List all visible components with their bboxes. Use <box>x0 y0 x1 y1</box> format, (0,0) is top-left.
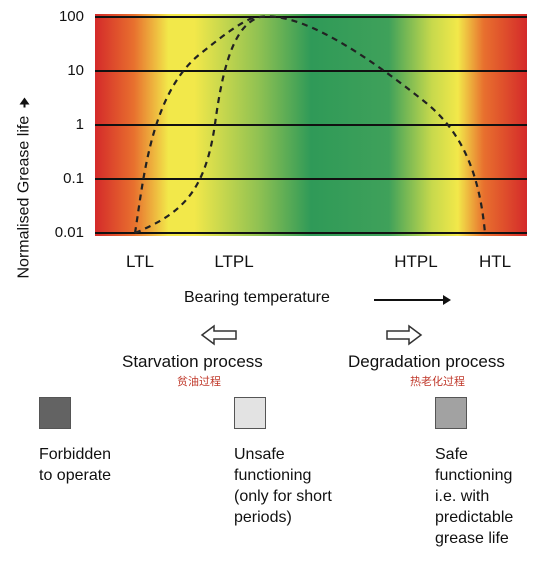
legend-line: grease life <box>435 530 509 547</box>
legend-text-forbidden: Forbidden to operate <box>39 444 111 486</box>
starvation-curve-early <box>133 15 256 234</box>
starvation-process-label: Starvation process <box>122 352 263 371</box>
legend-line: (only for short <box>234 488 332 505</box>
x-label-htl: HTL <box>478 252 512 271</box>
x-label-ltl: LTL <box>125 252 155 271</box>
x-label-htpl: HTPL <box>394 252 438 271</box>
y-tick-0.01: 0.01 <box>54 224 84 241</box>
legend-swatch-unsafe <box>234 397 266 429</box>
legend-swatch-safe <box>435 397 467 429</box>
right-hollow-arrow-icon <box>386 324 423 346</box>
degradation-curve <box>134 15 487 235</box>
starvation-process-note: 贫油过程 <box>177 376 221 388</box>
legend-line: predictable <box>435 509 514 526</box>
y-tick-10: 10 <box>67 62 84 79</box>
legend-text-unsafe: Unsafe functioning (only for short perio… <box>234 444 332 528</box>
legend-line: i.e. with <box>435 488 490 505</box>
y-tick-0.1: 0.1 <box>63 170 84 187</box>
y-tick-1: 1 <box>75 116 84 133</box>
legend-text-safe: Safe functioning i.e. with predictable g… <box>435 444 513 549</box>
y-axis-title-text: Normalised Grease life <box>15 115 33 279</box>
x-label-ltpl: LTPL <box>214 252 254 271</box>
legend-line: Unsafe <box>234 446 285 463</box>
legend-swatch-forbidden <box>39 397 71 429</box>
x-axis-title: Bearing temperature <box>184 289 330 306</box>
legend-line: to operate <box>39 467 112 484</box>
legend-line: functioning <box>234 467 312 484</box>
grease-life-plot <box>95 14 527 236</box>
degradation-process-label: Degradation process <box>348 352 505 371</box>
degradation-process-note: 热老化过程 <box>410 376 465 388</box>
legend-line: Forbidden <box>39 446 112 463</box>
legend-line: functioning <box>435 467 513 484</box>
y-tick-100: 100 <box>58 8 84 25</box>
left-hollow-arrow-icon <box>200 324 237 346</box>
legend-line: Safe <box>435 446 468 463</box>
legend-line: periods) <box>234 509 292 526</box>
x-axis-arrow-icon <box>374 295 451 305</box>
y-axis-arrow-icon <box>23 103 26 108</box>
